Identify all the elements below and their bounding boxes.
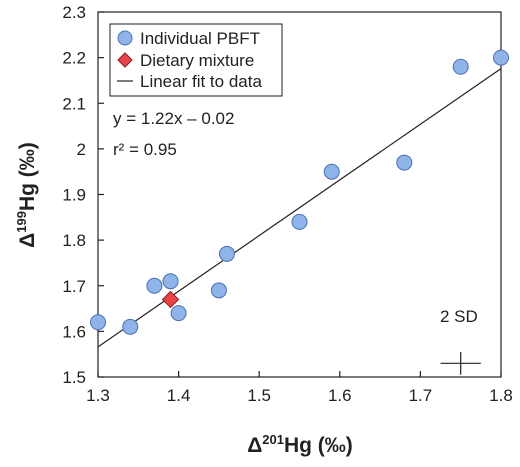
- data-point-pbft: [146, 277, 163, 294]
- y-tick-label: 1.7: [62, 277, 86, 296]
- x-tick-label: 1.7: [409, 386, 433, 405]
- sd-error-cross: [440, 351, 481, 375]
- y-tick-label: 1.5: [62, 368, 86, 387]
- y-tick-label: 1.8: [62, 231, 86, 250]
- data-point-dietary: [161, 290, 180, 309]
- x-axis-label: Δ201Hg (‰): [247, 432, 353, 457]
- data-point-pbft: [452, 58, 469, 75]
- axis-ticks: 1.3 1.4 1.5 1.6 1.7 1.8 1.5 1.6 1.7 1.8 1.9 2 2.1 2.2…: [62, 3, 512, 405]
- y-tick-label: 2.2: [62, 49, 86, 68]
- x-tick-label: 1.4: [167, 386, 191, 405]
- y-tick-label: 2.1: [62, 94, 86, 113]
- sd-label: 2 SD: [440, 307, 478, 326]
- data-point-pbft: [396, 154, 413, 171]
- x-tick-label: 1.6: [328, 386, 352, 405]
- data-point-pbft: [218, 245, 235, 262]
- x-tick-label: 1.3: [86, 386, 110, 405]
- data-point-pbft: [210, 282, 227, 299]
- y-tick-label: 2: [77, 140, 86, 159]
- legend-box: [109, 23, 283, 97]
- data-point-pbft: [162, 273, 179, 290]
- y-tick-label: 1.9: [62, 186, 86, 205]
- legend-label-diet: Dietary mixture: [140, 51, 254, 70]
- y-tick-label: 2.3: [62, 3, 86, 22]
- legend-marker-diamond: [117, 52, 133, 68]
- data-point-pbft: [122, 318, 139, 335]
- data-point-pbft: [170, 305, 187, 322]
- fit-equation: y = 1.22x – 0.02: [113, 109, 234, 128]
- legend-label-fit: Linear fit to data: [140, 72, 262, 91]
- data-point-pbft: [493, 49, 509, 66]
- y-tick-label: 1.6: [62, 322, 86, 341]
- data-points: [90, 49, 509, 335]
- fit-r2: r² = 0.95: [113, 140, 177, 159]
- legend-marker-circle: [117, 30, 133, 46]
- legend-label-pbft: Individual PBFT: [140, 29, 260, 48]
- legend: Individual PBFT Dietary mixture Linear f…: [109, 23, 283, 97]
- data-point-pbft: [90, 314, 106, 331]
- data-point-pbft: [323, 163, 340, 180]
- y-axis-label: Δ199Hg (‰): [14, 142, 39, 248]
- data-point-pbft: [291, 213, 308, 230]
- x-tick-label: 1.8: [489, 386, 513, 405]
- x-tick-label: 1.5: [247, 386, 271, 405]
